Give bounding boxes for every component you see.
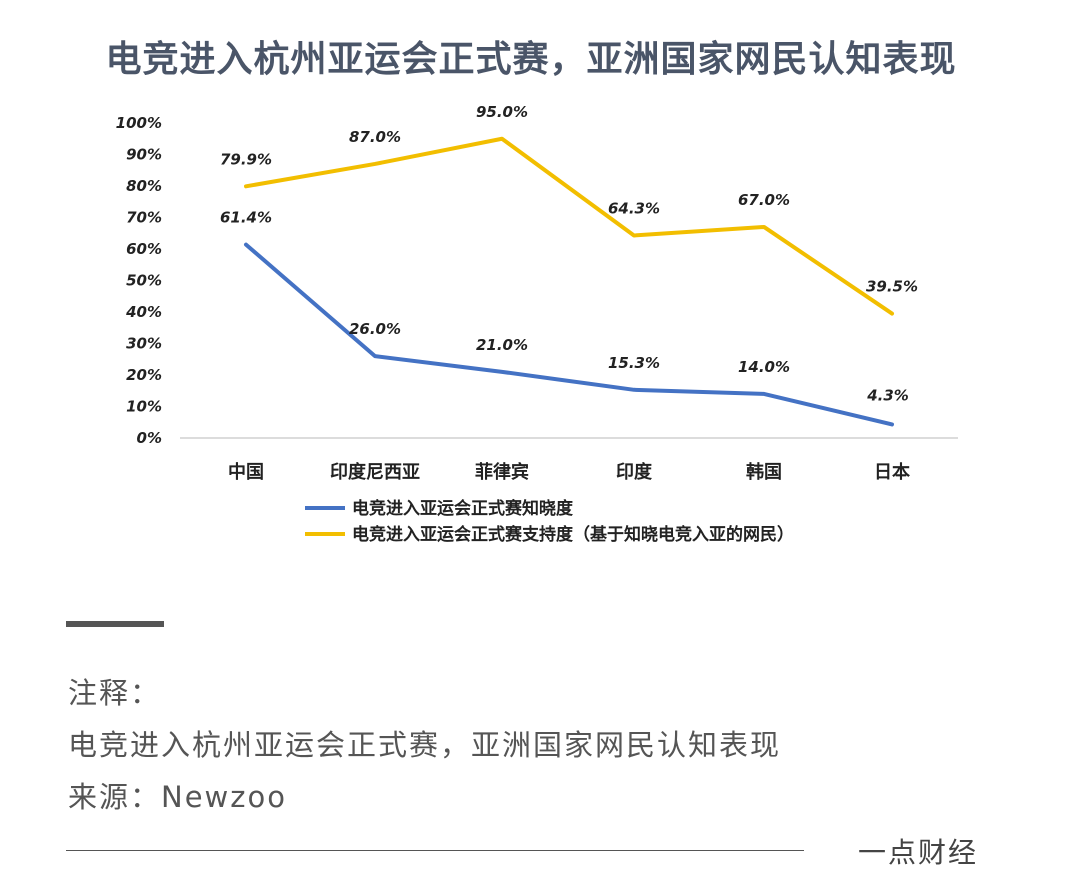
note-source: 来源：Newzoo: [68, 780, 287, 814]
y-tick-label: 30%: [126, 335, 162, 353]
data-label: 79.9%: [220, 150, 272, 168]
y-tick-label: 20%: [126, 366, 162, 384]
x-category-label: 印度尼西亚: [330, 461, 420, 483]
section-divider: [66, 621, 164, 627]
data-label: 87.0%: [349, 128, 401, 146]
data-labels: 61.4% 26.0% 21.0% 15.3% 14.0% 4.3% 79.9% 87.0% 9…: [220, 103, 918, 405]
y-tick-label: 10%: [126, 398, 162, 416]
y-tick-label: 60%: [126, 240, 162, 258]
data-label: 39.5%: [866, 278, 918, 296]
data-label: 21.0%: [476, 336, 528, 354]
y-tick-label: 80%: [126, 177, 162, 195]
data-label: 95.0%: [476, 103, 528, 121]
x-axis-categories: 中国 印度尼西亚 菲律宾 印度 韩国 日本: [228, 461, 910, 483]
data-label: 4.3%: [866, 386, 909, 404]
y-tick-label: 40%: [125, 303, 162, 321]
series-line-1: [244, 242, 894, 427]
x-category-label: 中国: [228, 461, 264, 483]
note-heading: 注释：: [68, 676, 162, 710]
y-tick-label: 0%: [137, 429, 162, 447]
y-tick-label: 100%: [116, 114, 162, 132]
data-label: 67.0%: [738, 191, 790, 209]
x-category-label: 日本: [874, 461, 910, 483]
data-label: 26.0%: [349, 320, 401, 338]
data-label: 61.4%: [220, 209, 272, 227]
x-category-label: 韩国: [746, 461, 782, 483]
brand-label: 一点财经: [858, 836, 979, 869]
footer-divider: [66, 850, 804, 851]
chart-title: 电竞进入杭州亚运会正式赛，亚洲国家网民认知表现: [105, 39, 957, 80]
x-category-label: 印度: [616, 461, 653, 483]
y-tick-label: 50%: [126, 272, 162, 290]
y-axis-ticks: 0% 10% 20% 30% 40% 50% 60% 70% 80% 90% 100%: [116, 114, 162, 447]
y-tick-label: 70%: [126, 209, 162, 227]
data-label: 64.3%: [608, 199, 660, 217]
series-lines: [244, 136, 894, 427]
x-category-label: 菲律宾: [475, 461, 529, 483]
line-chart: 0% 10% 20% 30% 40% 50% 60% 70% 80% 90% 100% 中国 印度尼西…: [116, 103, 958, 545]
note-caption: 电竞进入杭州亚运会正式赛，亚洲国家网民认知表现: [68, 728, 782, 762]
legend-label: 电竞进入亚运会正式赛知晓度: [352, 498, 574, 519]
legend-label: 电竞进入亚运会正式赛支持度（基于知晓电竞入亚的网民）: [352, 524, 794, 545]
data-label: 15.3%: [608, 354, 660, 372]
y-tick-label: 90%: [126, 146, 162, 164]
series-line-2: [244, 136, 894, 316]
data-label: 14.0%: [738, 358, 790, 376]
